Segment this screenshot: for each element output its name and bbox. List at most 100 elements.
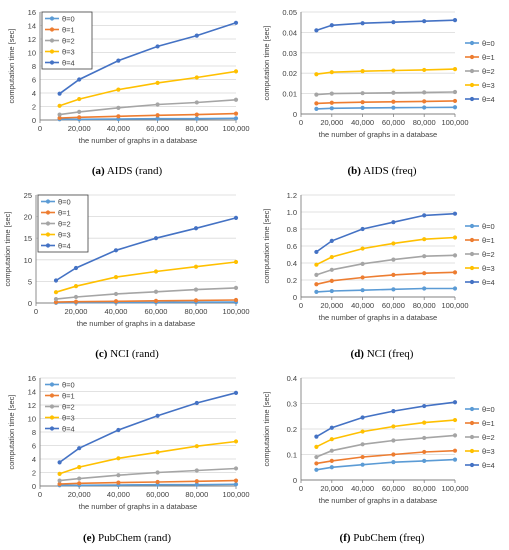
data-point-theta4 [116, 58, 121, 63]
y-tick-label: 1.0 [287, 208, 297, 217]
caption-text: NCI (freq) [366, 348, 414, 360]
y-tick-label: 0.6 [287, 242, 297, 251]
data-point-theta3 [360, 429, 365, 434]
data-point-theta0 [329, 106, 334, 111]
data-point-theta1 [116, 480, 121, 485]
legend-swatch-marker [49, 426, 55, 431]
x-tick-label: 0 [34, 307, 38, 316]
x-tick-label: 60,000 [146, 490, 169, 499]
series-line-theta3 [59, 440, 237, 475]
data-point-theta0 [314, 289, 319, 294]
legend-label: θ=3 [62, 414, 75, 423]
y-axis-title: computation time [sec] [7, 394, 16, 469]
x-tick-label: 100,000 [222, 124, 249, 133]
x-tick-label: 100,000 [222, 490, 249, 499]
x-tick-label: 0 [299, 301, 303, 310]
data-point-theta1 [194, 479, 199, 484]
series-line-theta0 [59, 117, 237, 121]
series-line-theta2 [316, 91, 456, 96]
series-line-theta4 [59, 22, 237, 95]
legend-swatch-marker [49, 382, 55, 387]
series-line-theta3 [59, 70, 237, 107]
data-point-theta0 [391, 287, 396, 292]
legend-swatch-marker [45, 221, 51, 226]
data-point-theta2 [422, 90, 427, 95]
data-point-theta3 [233, 259, 239, 265]
caption-pubchem-rand: (e) PubChem (rand) [0, 532, 254, 544]
series-line-theta0 [55, 301, 237, 304]
x-tick-label: 40,000 [105, 307, 128, 316]
data-point-theta1 [452, 270, 458, 275]
legend-swatch-marker [469, 406, 475, 412]
data-point-theta2 [391, 257, 396, 262]
series-line-theta1 [59, 479, 237, 485]
panel-aids-freq: (b) AIDS (freq) 0 0.01 0.02 0.03 0.04 0.05 0 20… [255, 0, 509, 183]
data-point-theta1 [57, 115, 62, 121]
caption-pubchem-freq: (f) PubChem (freq) [255, 532, 509, 544]
data-point-theta1 [422, 99, 427, 104]
y-tick-label: 1.2 [287, 191, 297, 200]
data-point-theta2 [77, 476, 82, 481]
data-point-theta0 [233, 116, 239, 121]
panel-nci-rand: (c) NCI (rand) 0 5 10 15 20 25 0 20,000 40,000 60… [0, 183, 254, 366]
x-tick-label: 80,000 [185, 490, 208, 499]
data-point-theta4 [77, 446, 82, 451]
data-point-theta3 [360, 69, 365, 74]
data-point-theta4 [422, 403, 427, 409]
data-point-theta4 [113, 248, 119, 253]
data-point-theta0 [452, 286, 458, 291]
data-point-theta0 [422, 286, 427, 291]
y-tick-label: 8 [32, 428, 36, 437]
x-tick-label: 0 [38, 124, 42, 133]
legend-label: θ=1 [62, 26, 75, 35]
y-tick-label: 0 [293, 476, 297, 485]
y-tick-label: 12 [28, 35, 36, 44]
y-tick-label: 0.04 [282, 28, 297, 37]
data-point-theta3 [314, 262, 319, 267]
x-tick-label: 40,000 [107, 490, 130, 499]
data-point-theta1 [314, 461, 319, 466]
data-point-theta3 [452, 417, 458, 423]
data-point-theta1 [233, 297, 239, 303]
data-point-theta1 [77, 115, 82, 120]
data-point-theta1 [452, 98, 458, 104]
chart-svg: 0 5 10 15 20 25 0 20,000 40,000 60,000 80,000 100,0… [3, 191, 250, 328]
y-tick-label: 0.01 [282, 90, 297, 99]
y-tick-label: 10 [24, 256, 32, 265]
y-tick-label: 0.4 [287, 374, 297, 383]
legend-label: θ=0 [62, 381, 75, 390]
data-point-theta2 [193, 287, 199, 292]
legend-label: θ=3 [62, 48, 75, 57]
series-line-theta2 [316, 254, 456, 276]
x-tick-label: 80,000 [185, 307, 208, 316]
legend-swatch-marker [49, 404, 55, 409]
legend-label: θ=3 [482, 447, 495, 456]
data-point-theta2 [314, 272, 319, 277]
data-point-theta2 [113, 291, 119, 297]
x-tick-label: 80,000 [185, 124, 208, 133]
y-axis-title: computation time [sec] [262, 25, 271, 100]
series-line-theta1 [55, 299, 237, 303]
y-tick-label: 0.1 [287, 451, 297, 460]
chart-svg: 0 2 4 6 8 10 12 14 16 0 20,000 40,000 60,000 80,000 10… [7, 8, 250, 145]
legend-swatch-marker [49, 60, 55, 65]
x-tick-label: 0 [299, 484, 303, 493]
x-tick-label: 0 [299, 118, 303, 127]
y-tick-label: 0.02 [282, 69, 297, 78]
data-point-theta4 [73, 265, 79, 271]
x-tick-label: 60,000 [145, 307, 168, 316]
data-point-theta4 [329, 23, 334, 28]
x-axis-title: the number of graphs in a database [77, 319, 195, 328]
legend-swatch-marker [469, 251, 475, 257]
data-point-theta2 [77, 109, 82, 114]
data-point-theta2 [391, 438, 396, 443]
y-tick-label: 5 [28, 277, 32, 286]
data-point-theta2 [194, 100, 199, 105]
legend-swatch-marker [469, 420, 475, 426]
y-tick-label: 6 [32, 76, 36, 85]
data-point-theta1 [391, 452, 396, 457]
data-point-theta2 [73, 294, 79, 300]
legend-swatch-marker [45, 210, 51, 215]
data-point-theta4 [422, 213, 427, 218]
legend-label: θ=3 [482, 81, 495, 90]
